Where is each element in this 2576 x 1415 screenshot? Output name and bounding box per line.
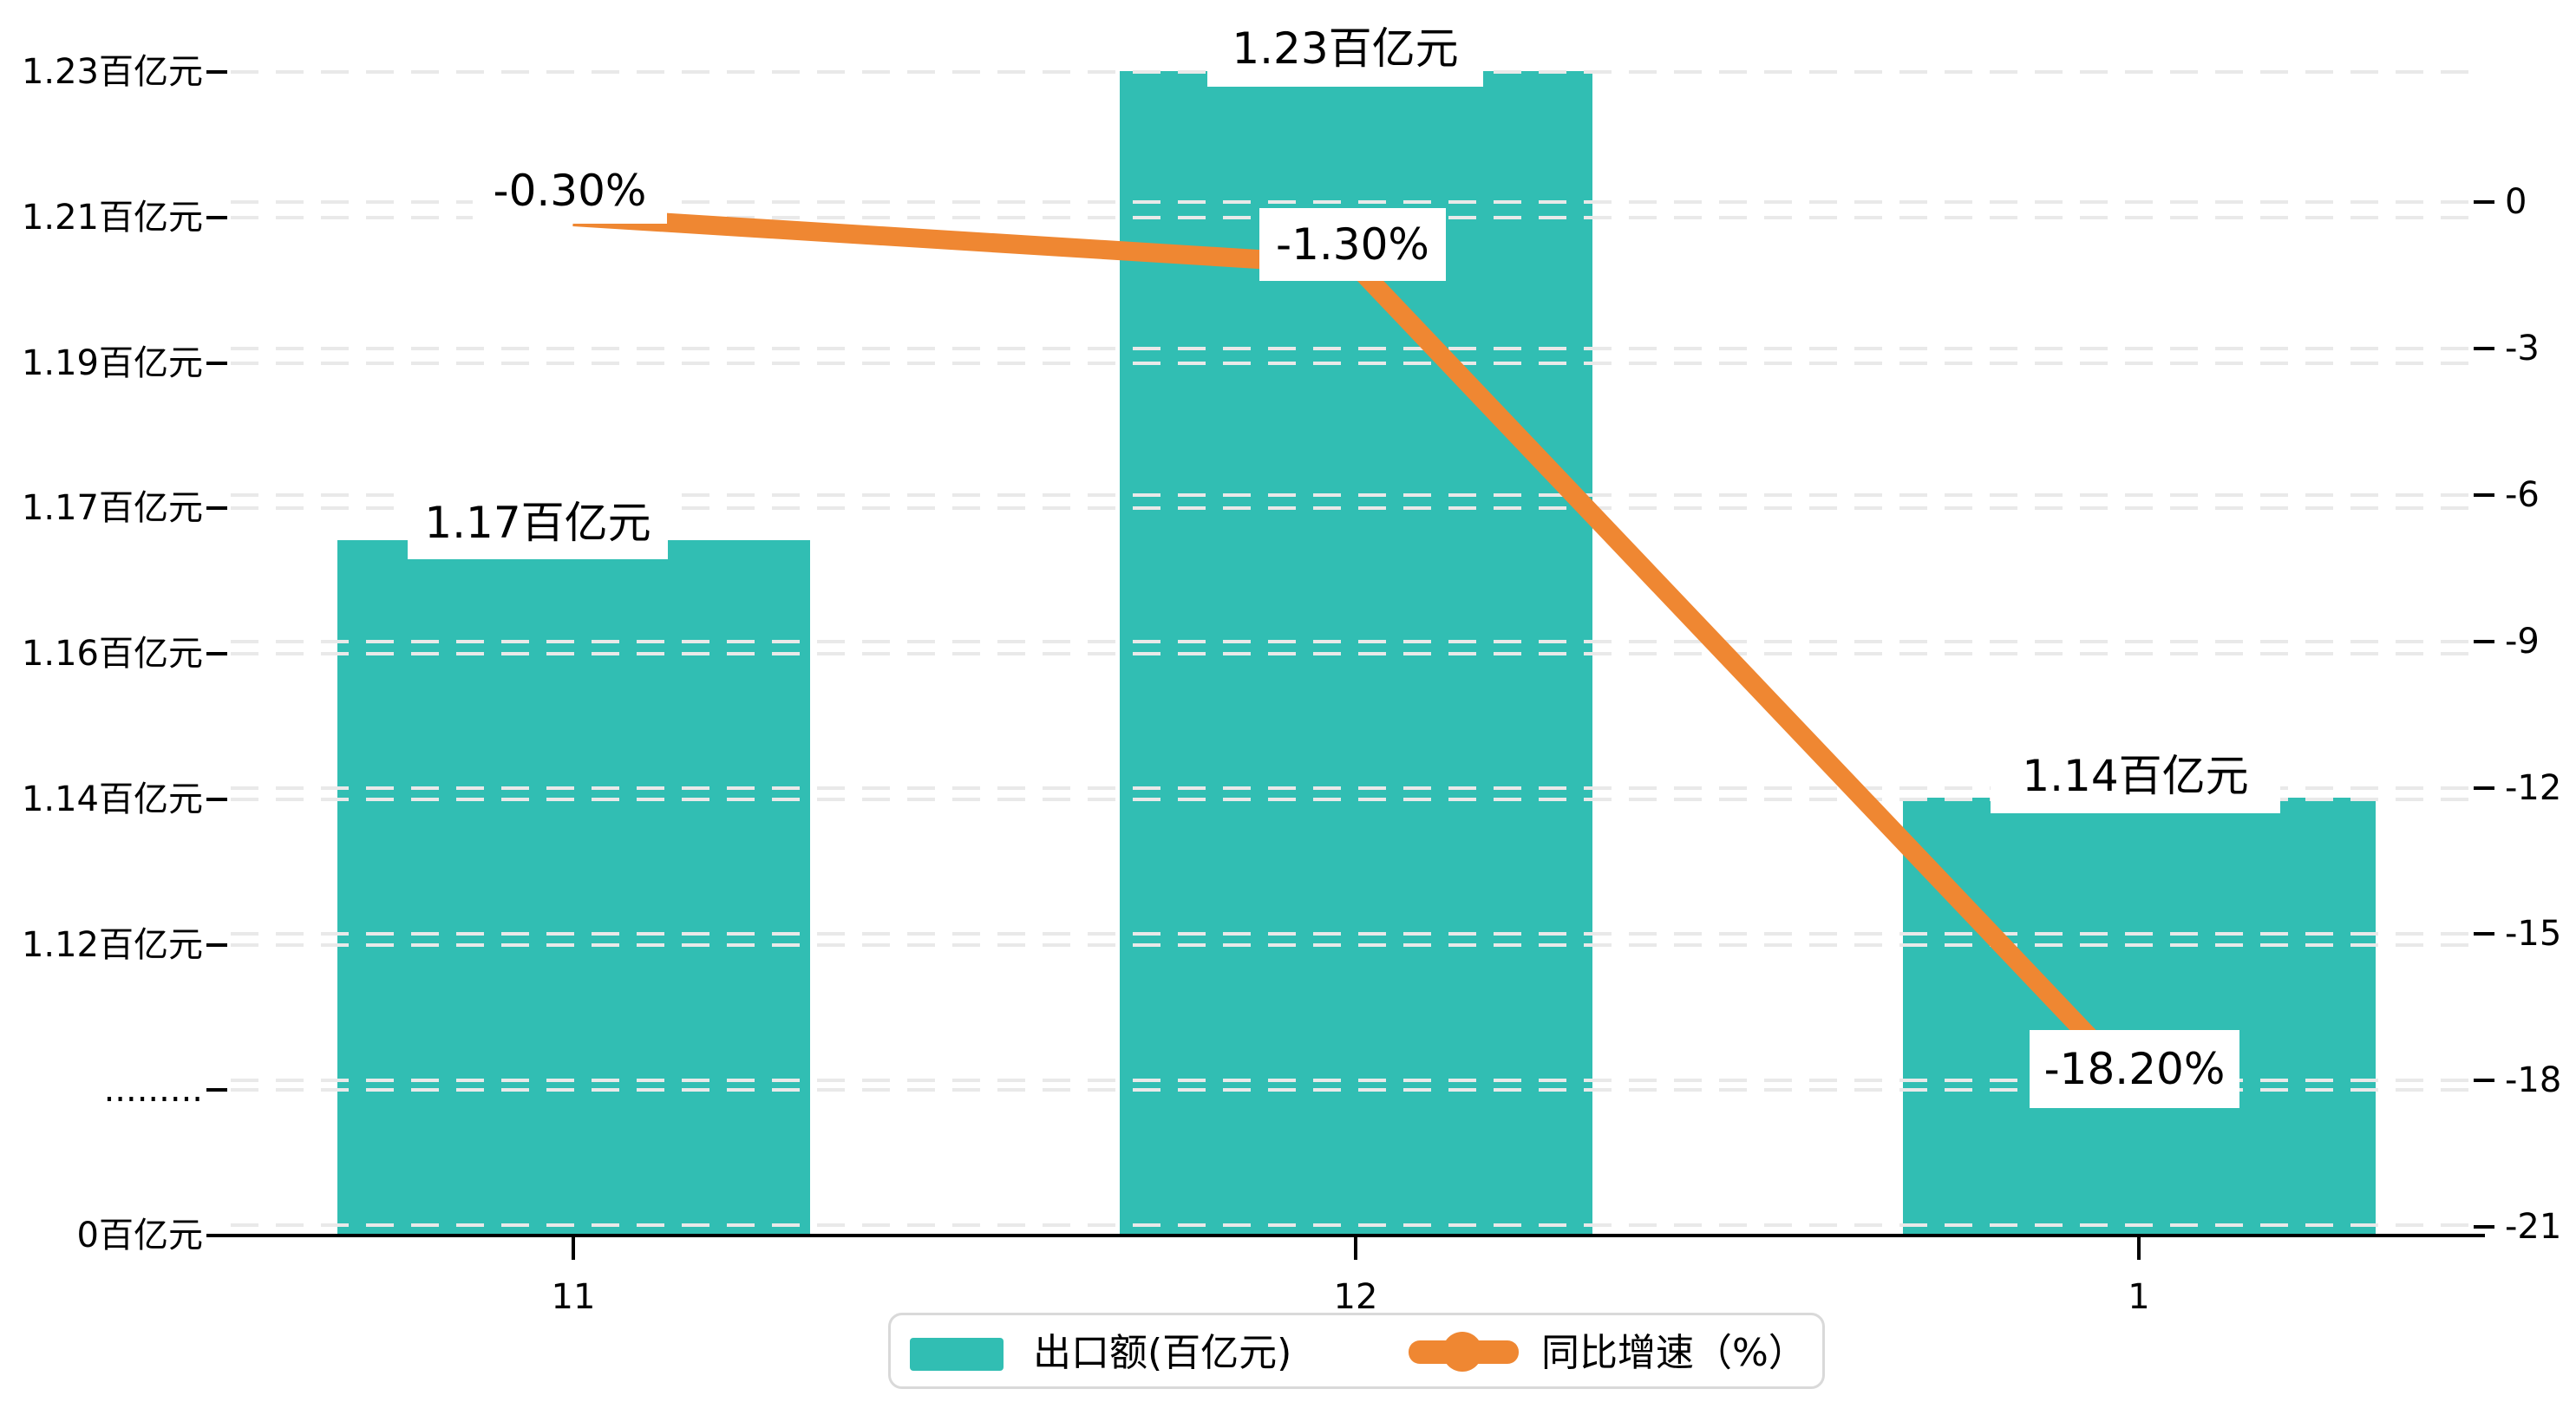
right-axis-label: -21 <box>2505 1207 2562 1247</box>
right-axis-tick <box>2474 347 2494 350</box>
line-value-text: -0.30% <box>493 166 647 216</box>
left-axis-label: 1.14百亿元 <box>21 779 203 819</box>
left-axis-label: 1.12百亿元 <box>21 925 203 965</box>
legend-label-growth: 同比增速（%） <box>1541 1331 1807 1375</box>
right-axis-label: -15 <box>2505 914 2562 954</box>
bar-value-label-1: 1.14百亿元 <box>1991 732 2280 813</box>
gridline <box>231 1088 2474 1092</box>
x-axis-line <box>219 1234 2485 1237</box>
right-axis-label: -18 <box>2505 1060 2562 1100</box>
left-axis-tick <box>206 362 227 365</box>
x-axis-tick <box>2137 1237 2141 1260</box>
gridline <box>231 652 2474 655</box>
line-value-label-12: -1.30% <box>1259 208 1446 281</box>
gridline <box>231 786 2474 790</box>
bar-value-text: 1.14百亿元 <box>2022 751 2249 801</box>
left-axis-tick <box>206 216 227 219</box>
right-axis-tick <box>2474 932 2494 936</box>
right-axis-tick <box>2474 1225 2494 1229</box>
left-axis-label: 1.23百亿元 <box>21 52 203 92</box>
bar-month-11[interactable] <box>337 540 810 1236</box>
line-value-text: -18.20% <box>2043 1044 2226 1094</box>
left-axis-label: 1.17百亿元 <box>21 488 203 528</box>
gridline <box>231 362 2474 365</box>
left-axis-tick <box>206 1088 227 1092</box>
gridline <box>231 1079 2474 1082</box>
growth-line[interactable] <box>572 207 2146 1096</box>
gridline <box>231 347 2474 350</box>
right-axis-tick <box>2474 640 2494 643</box>
left-axis-label: 1.21百亿元 <box>21 198 203 238</box>
legend-bar-swatch-icon <box>910 1338 1004 1371</box>
gridline <box>231 798 2474 801</box>
right-axis-label: -6 <box>2505 475 2540 515</box>
right-axis-label: -9 <box>2505 622 2540 662</box>
legend-line-dot-icon <box>1442 1332 1482 1372</box>
x-axis-label-12: 12 <box>1333 1277 1378 1317</box>
left-axis-label: 1.16百亿元 <box>21 634 203 674</box>
left-axis-tick <box>206 1234 227 1237</box>
x-axis-tick <box>1354 1237 1357 1260</box>
bar-value-text: 1.23百亿元 <box>1232 23 1459 74</box>
gridline <box>231 493 2474 497</box>
left-axis-tick <box>206 798 227 801</box>
gridline <box>231 932 2474 936</box>
right-axis-tick <box>2474 493 2494 497</box>
right-axis-tick <box>2474 200 2494 204</box>
right-axis-tick <box>2474 1079 2494 1082</box>
line-value-label-1: -18.20% <box>2030 1030 2239 1108</box>
x-axis-tick <box>572 1237 575 1260</box>
gridline <box>231 506 2474 510</box>
left-axis-label-break: ......... <box>103 1070 203 1110</box>
left-axis-tick <box>206 943 227 947</box>
x-axis-label-11: 11 <box>551 1277 596 1317</box>
bar-value-label-11: 1.17百亿元 <box>408 479 668 559</box>
gridline <box>231 640 2474 643</box>
gridline <box>231 1223 2474 1227</box>
legend: 出口额(百亿元) 同比增速（%） <box>888 1313 1825 1389</box>
gridline <box>231 943 2474 947</box>
right-axis-label: 0 <box>2505 182 2527 222</box>
left-axis-tick <box>206 506 227 510</box>
legend-label-export: 出口额(百亿元) <box>1033 1331 1292 1375</box>
line-value-text: -1.30% <box>1276 219 1429 270</box>
left-axis-tick <box>206 70 227 74</box>
right-axis-tick <box>2474 786 2494 790</box>
bar-month-1[interactable] <box>1903 798 2376 1236</box>
right-axis-label: -12 <box>2505 768 2562 808</box>
left-axis-label: 1.19百亿元 <box>21 343 203 383</box>
gridline <box>231 200 2474 204</box>
right-axis-label: -3 <box>2505 329 2540 368</box>
line-value-label-11: -0.30% <box>473 158 667 224</box>
bar-value-label-12: 1.23百亿元 <box>1207 3 1483 87</box>
bar-value-text: 1.17百亿元 <box>424 498 651 548</box>
left-axis-tick <box>206 652 227 655</box>
left-axis-label: 0百亿元 <box>76 1216 203 1255</box>
x-axis-label-1: 1 <box>2128 1277 2150 1317</box>
